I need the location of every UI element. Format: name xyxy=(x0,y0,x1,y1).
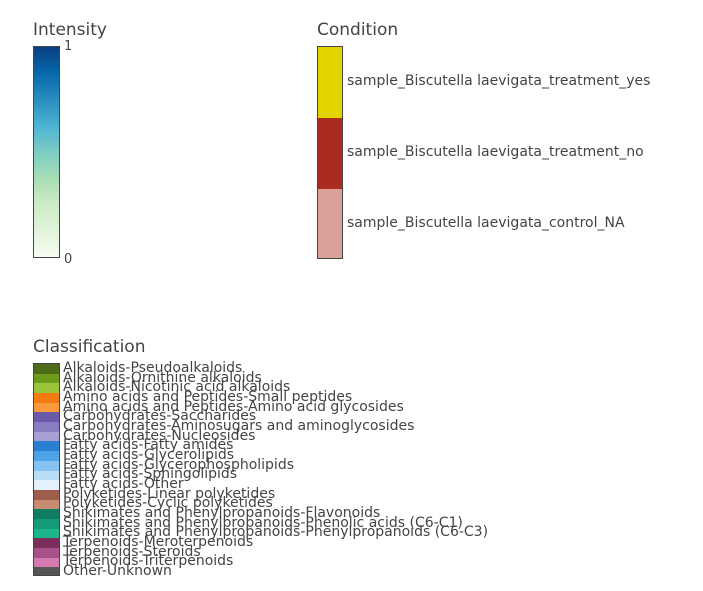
condition-swatch xyxy=(318,189,342,258)
classification-swatch xyxy=(34,518,59,530)
condition-label: sample_Biscutella laevigata_control_NA xyxy=(347,214,625,231)
classification-swatch xyxy=(34,489,59,501)
classification-label: Terpenoids-Steroids xyxy=(63,543,201,560)
classification-swatch xyxy=(34,528,59,540)
classification-swatch xyxy=(34,499,59,511)
condition-swatch xyxy=(318,118,342,190)
classification-label: Shikimates and Phenylpropanoids-Flavonoi… xyxy=(63,505,381,522)
classification-label: Fatty acids-Fatty amides xyxy=(63,437,234,454)
classification-label: Terpenoids-Meroterpenoids xyxy=(63,534,254,551)
classification-swatch xyxy=(34,538,59,549)
classification-label: Polyketides-Cyclic polyketides xyxy=(63,495,273,512)
classification-swatch xyxy=(34,431,59,443)
classification-swatch xyxy=(34,547,59,559)
intensity-tick-min: 0 xyxy=(64,252,73,267)
classification-swatch xyxy=(34,509,59,520)
classification-label: Shikimates and Phenylpropanoids-Phenolic… xyxy=(63,514,463,531)
classification-swatch xyxy=(34,383,59,395)
intensity-tick-max: 1 xyxy=(64,39,73,54)
classification-swatch xyxy=(34,422,59,433)
condition-swatch xyxy=(318,47,342,119)
classification-label: Other-Unknown xyxy=(63,563,172,580)
classification-label: Fatty acids-Sphingolipids xyxy=(63,466,238,483)
classification-swatch xyxy=(34,441,59,453)
classification-label: Fatty acids-Other xyxy=(63,476,184,493)
classification-label: Carbohydrates-Nucleosides xyxy=(63,427,256,444)
classification-swatch xyxy=(34,393,59,404)
intensity-legend-title: Intensity xyxy=(33,20,107,40)
condition-label: sample_Biscutella laevigata_treatment_no xyxy=(347,143,644,160)
classification-swatch xyxy=(34,364,59,375)
classification-swatch xyxy=(34,373,59,385)
classification-label: Alkaloids-Nicotinic acid alkaloids xyxy=(63,379,291,396)
classification-legend-title: Classification xyxy=(33,337,146,357)
classification-swatch xyxy=(34,557,59,569)
classification-swatch xyxy=(34,470,59,482)
classification-label: Fatty acids-Glycerolipids xyxy=(63,446,235,463)
classification-swatch xyxy=(34,402,59,414)
classification-swatch xyxy=(34,451,59,462)
classification-label: Terpenoids-Triterpenoids xyxy=(63,553,234,570)
classification-label: Amino acids and Peptides-Amino acid glyc… xyxy=(63,398,404,415)
classification-label: Shikimates and Phenylpropanoids-Phenylpr… xyxy=(63,524,489,541)
classification-label: Amino acids and Peptides-Small peptides xyxy=(63,388,353,405)
classification-label: Carbohydrates-Saccharides xyxy=(63,408,257,425)
classification-label: Carbohydrates-Aminosugars and aminoglyco… xyxy=(63,417,415,434)
intensity-colorbar xyxy=(33,46,60,258)
classification-label: Fatty acids-Glycerophospholipids xyxy=(63,456,294,473)
condition-label: sample_Biscutella laevigata_treatment_ye… xyxy=(347,72,651,89)
classification-swatch xyxy=(34,480,59,491)
condition-colorbar xyxy=(317,46,343,259)
classification-label: Alkaloids-Ornithine alkaloids xyxy=(63,369,262,386)
classification-swatch xyxy=(34,412,59,424)
classification-label: Polyketides-Linear polyketides xyxy=(63,485,276,502)
condition-legend-title: Condition xyxy=(317,20,399,40)
classification-colorbar xyxy=(33,363,60,576)
classification-swatch xyxy=(34,567,59,575)
classification-label: Alkaloids-Pseudoalkaloids xyxy=(63,359,243,376)
classification-swatch xyxy=(34,460,59,472)
